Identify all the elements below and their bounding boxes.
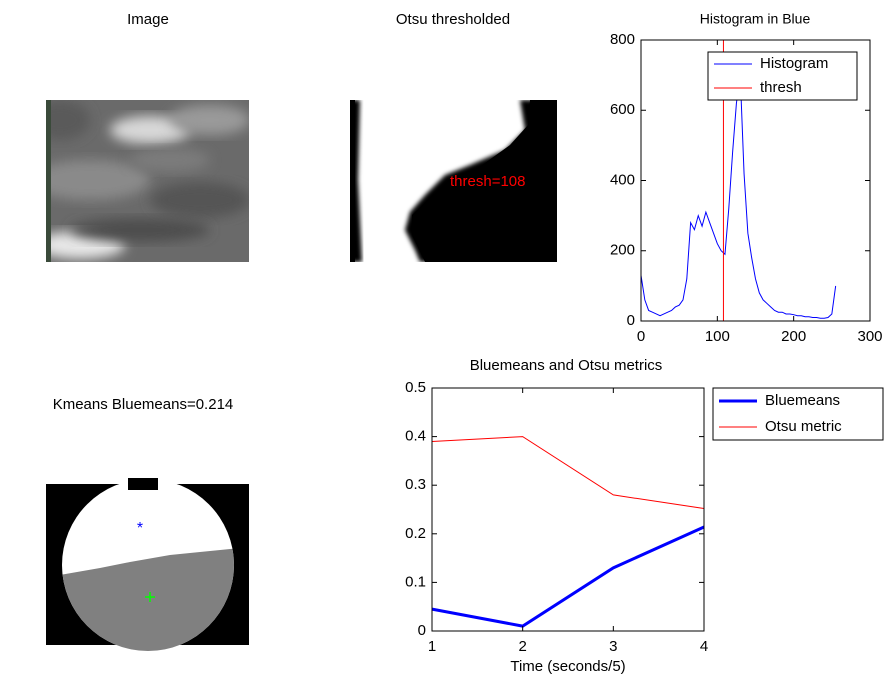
binary-region: [412, 100, 557, 262]
panel-title: Image: [127, 11, 169, 28]
kmeans-disc: [62, 479, 234, 651]
kmeans-top: [128, 484, 158, 490]
x-tick-label: 100: [705, 328, 730, 345]
panel-title: Otsu thresholded: [396, 11, 510, 28]
x-tick-label: 300: [857, 328, 882, 345]
centroid: *: [137, 520, 143, 537]
y-tick-label: 600: [610, 101, 635, 118]
axes-background: [432, 388, 704, 631]
binary-image: [350, 100, 557, 262]
panel-title: Histogram in Blue: [700, 11, 811, 27]
y-tick-label: 0.4: [405, 428, 426, 445]
photo-edge: [46, 100, 51, 262]
x-tick-label: 0: [637, 328, 645, 345]
cloud: [46, 100, 90, 140]
x-tick-label: 4: [700, 638, 708, 655]
legend-label: Otsu metric: [765, 418, 842, 435]
series-line: [431, 525, 705, 628]
x-tick-label: 200: [781, 328, 806, 345]
legend-box: [707, 51, 858, 101]
cloud: [150, 182, 249, 218]
y-tick-label: 0.5: [405, 379, 426, 396]
cloud: [70, 218, 210, 242]
x-tick-label: 1: [428, 638, 436, 655]
x-tick-label: 3: [609, 638, 617, 655]
legend-label: Histogram: [760, 55, 828, 72]
y-tick-label: 0: [418, 622, 426, 639]
y-tick-label: 200: [610, 242, 635, 259]
axes-box: [431, 387, 705, 632]
photo: [46, 100, 249, 262]
cloud: [110, 116, 190, 144]
kmeans-notch: [128, 478, 158, 484]
legend-label: Bluemeans: [765, 392, 840, 409]
cloud: [170, 105, 249, 135]
legend-box: [712, 387, 884, 441]
y-tick-label: 0.2: [405, 525, 426, 542]
plot-area: [431, 436, 705, 628]
centroid: [145, 592, 155, 602]
y-tick-label: 800: [610, 31, 635, 48]
kmeans-gray: [62, 548, 234, 651]
y-tick-label: 0.1: [405, 573, 426, 590]
binary-region: [350, 100, 362, 262]
cloud: [46, 160, 150, 200]
y-tick-label: 0: [627, 312, 635, 329]
legend-label: thresh: [760, 79, 802, 96]
cloud: [130, 148, 210, 172]
series-line: [431, 436, 705, 510]
x-tick-label: 2: [518, 638, 526, 655]
panel-title: Bluemeans and Otsu metrics: [470, 357, 663, 374]
x-axis-label: Time (seconds/5): [510, 658, 625, 675]
panel-title: Kmeans Bluemeans=0.214: [53, 396, 234, 413]
annotation: thresh=108: [450, 173, 525, 190]
y-tick-label: 0.3: [405, 476, 426, 493]
y-tick-label: 400: [610, 171, 635, 188]
